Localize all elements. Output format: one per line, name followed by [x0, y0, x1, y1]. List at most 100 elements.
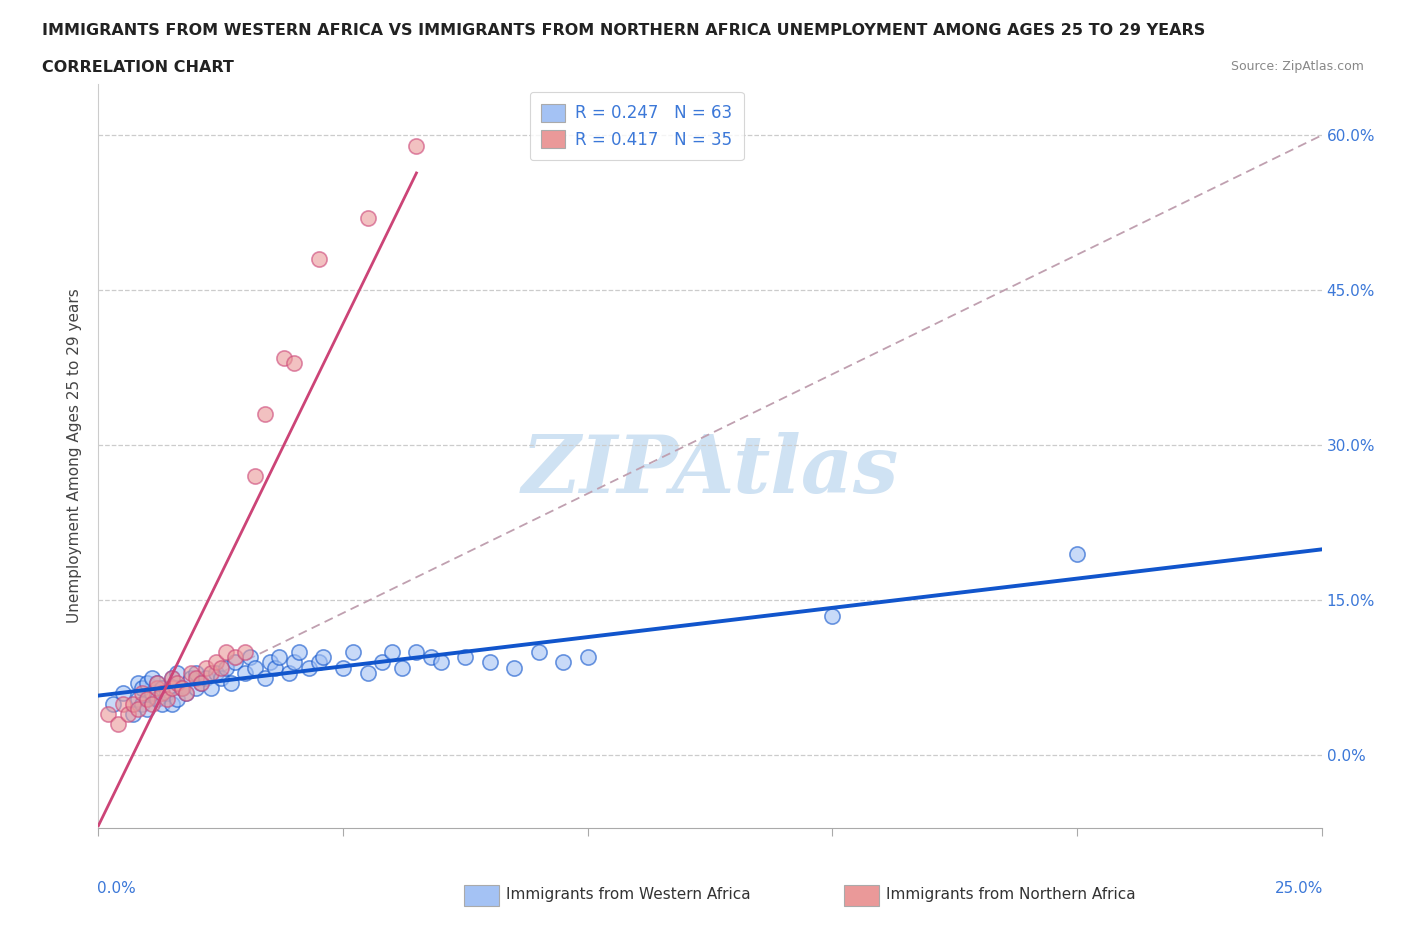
Point	[166, 691, 188, 706]
Point	[224, 655, 246, 670]
Point	[170, 681, 193, 696]
Text: Source: ZipAtlas.com: Source: ZipAtlas.com	[1230, 60, 1364, 73]
Point	[342, 644, 364, 659]
Point	[214, 644, 236, 659]
Point	[131, 697, 153, 711]
Text: ZIPAtlas: ZIPAtlas	[522, 432, 898, 510]
Point	[214, 660, 236, 675]
Point	[233, 665, 256, 680]
Point	[478, 655, 501, 670]
Point	[141, 686, 163, 701]
Point	[146, 675, 169, 690]
Point	[166, 675, 188, 690]
Text: 0.0%: 0.0%	[97, 882, 136, 897]
Point	[111, 686, 134, 701]
Point	[111, 697, 134, 711]
Point	[253, 407, 276, 422]
Point	[391, 660, 413, 675]
Point	[454, 650, 477, 665]
Point	[150, 681, 173, 696]
Text: 25.0%: 25.0%	[1274, 882, 1323, 897]
Point	[298, 660, 321, 675]
Point	[200, 681, 222, 696]
Point	[146, 691, 169, 706]
Point	[190, 675, 212, 690]
Point	[180, 665, 202, 680]
Point	[136, 691, 159, 706]
Point	[278, 665, 301, 680]
Text: Immigrants from Western Africa: Immigrants from Western Africa	[506, 887, 751, 902]
Point	[156, 691, 179, 706]
Point	[243, 660, 266, 675]
Point	[136, 675, 159, 690]
Point	[150, 686, 173, 701]
Point	[243, 469, 266, 484]
Point	[136, 701, 159, 716]
Point	[253, 671, 276, 685]
Point	[180, 671, 202, 685]
Point	[141, 671, 163, 685]
Point	[127, 675, 149, 690]
Point	[288, 644, 311, 659]
Point	[190, 675, 212, 690]
Text: Immigrants from Northern Africa: Immigrants from Northern Africa	[886, 887, 1136, 902]
Legend: R = 0.247   N = 63, R = 0.417   N = 35: R = 0.247 N = 63, R = 0.417 N = 35	[530, 92, 744, 160]
Point	[332, 660, 354, 675]
Point	[205, 655, 228, 670]
Point	[283, 355, 305, 370]
Point	[283, 655, 305, 670]
Point	[205, 665, 228, 680]
Point	[121, 697, 143, 711]
Point	[127, 691, 149, 706]
Point	[224, 650, 246, 665]
Point	[195, 660, 218, 675]
Point	[150, 697, 173, 711]
Point	[312, 650, 335, 665]
Point	[186, 671, 208, 685]
Point	[176, 686, 198, 701]
Text: IMMIGRANTS FROM WESTERN AFRICA VS IMMIGRANTS FROM NORTHERN AFRICA UNEMPLOYMENT A: IMMIGRANTS FROM WESTERN AFRICA VS IMMIGR…	[42, 23, 1205, 38]
Point	[371, 655, 394, 670]
Point	[170, 681, 193, 696]
Point	[233, 644, 256, 659]
Point	[405, 139, 427, 153]
Point	[430, 655, 453, 670]
Point	[195, 671, 218, 685]
Point	[101, 697, 124, 711]
Point	[176, 686, 198, 701]
Point	[381, 644, 404, 659]
Point	[259, 655, 281, 670]
Point	[107, 717, 129, 732]
Point	[186, 681, 208, 696]
Point	[160, 697, 183, 711]
Point	[821, 608, 844, 623]
Point	[209, 660, 232, 675]
Y-axis label: Unemployment Among Ages 25 to 29 years: Unemployment Among Ages 25 to 29 years	[67, 288, 83, 623]
Point	[269, 650, 291, 665]
Point	[141, 697, 163, 711]
Point	[553, 655, 575, 670]
Point	[160, 671, 183, 685]
Point	[356, 210, 378, 225]
Point	[160, 681, 183, 696]
Point	[420, 650, 443, 665]
Point	[219, 675, 242, 690]
Point	[160, 671, 183, 685]
Point	[146, 675, 169, 690]
Point	[1066, 547, 1088, 562]
Point	[117, 707, 139, 722]
Point	[273, 350, 295, 365]
Point	[209, 671, 232, 685]
Point	[308, 252, 330, 267]
Point	[200, 665, 222, 680]
Text: CORRELATION CHART: CORRELATION CHART	[42, 60, 233, 75]
Point	[263, 660, 285, 675]
Point	[239, 650, 262, 665]
Point	[131, 686, 153, 701]
Point	[405, 644, 427, 659]
Point	[356, 665, 378, 680]
Point	[97, 707, 120, 722]
Point	[166, 665, 188, 680]
Point	[576, 650, 599, 665]
Point	[527, 644, 550, 659]
